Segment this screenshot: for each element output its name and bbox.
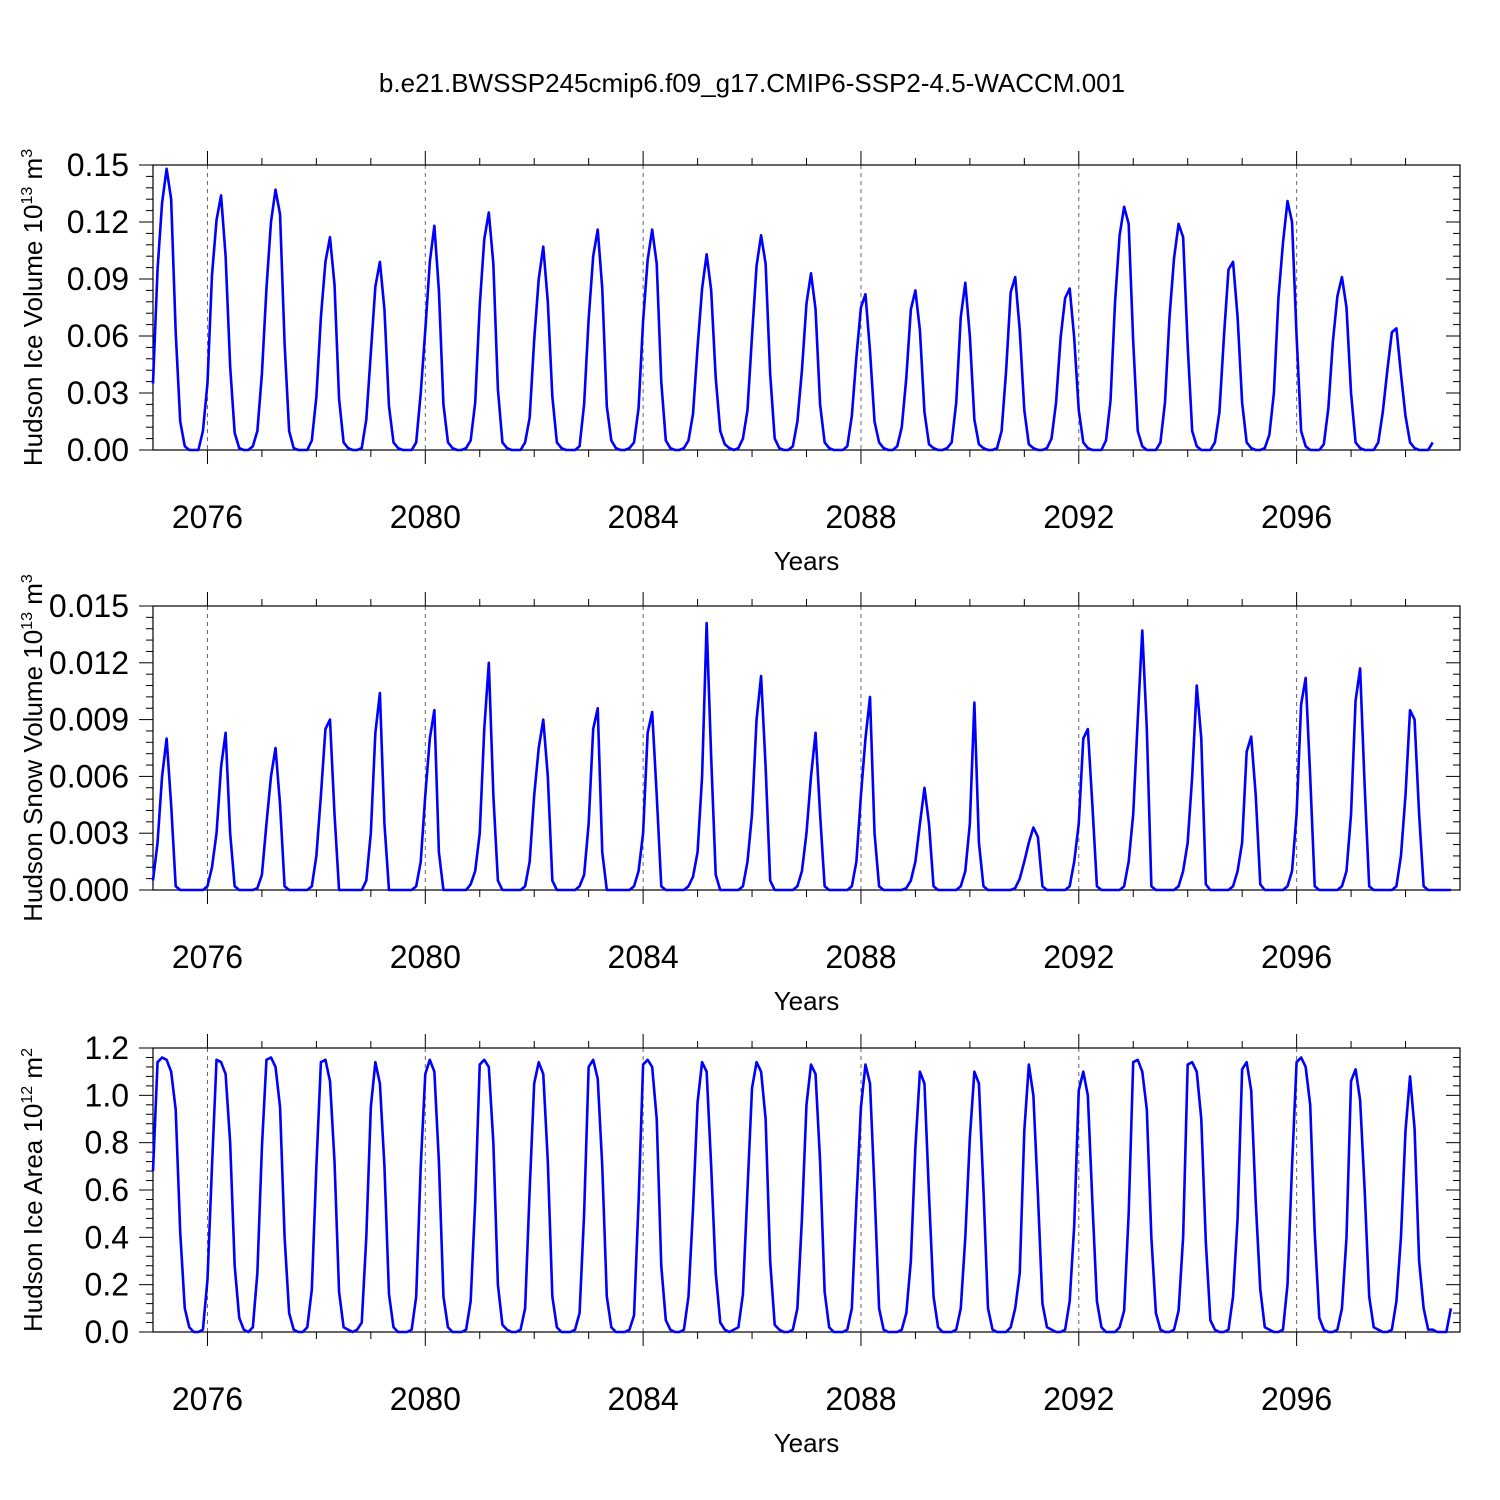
snow-volume-x-tick-label: 2092 xyxy=(1043,939,1114,975)
ice-area-x-tick-label: 2092 xyxy=(1043,1381,1114,1417)
ice-volume-x-tick-label: 2076 xyxy=(172,499,243,535)
snow-volume-y-tick-label: 0.006 xyxy=(49,758,129,794)
ice-volume-x-axis-label: Years xyxy=(774,546,840,576)
ice-area-y-tick-label: 0.6 xyxy=(85,1172,129,1208)
ice-area-y-tick-label: 0.2 xyxy=(85,1267,129,1303)
ice-area-y-tick-label: 1.2 xyxy=(85,1030,129,1066)
ice-volume-y-tick-label: 0.12 xyxy=(67,204,129,240)
snow-volume-y-tick-label: 0.015 xyxy=(49,588,129,624)
ice-area-y-tick-label: 0.4 xyxy=(85,1219,129,1255)
ice-volume-x-tick-label: 2096 xyxy=(1261,499,1332,535)
ice-area-y-tick-label: 0.0 xyxy=(85,1314,129,1350)
ice-area-x-tick-label: 2096 xyxy=(1261,1381,1332,1417)
ice-volume-x-tick-label: 2092 xyxy=(1043,499,1114,535)
snow-volume-x-tick-label: 2080 xyxy=(390,939,461,975)
snow-volume-plot-frame xyxy=(152,605,1461,891)
ice-volume-y-axis-label: Hudson Ice Volume 1013 m3 xyxy=(18,149,48,466)
snow-volume-x-axis-label: Years xyxy=(774,986,840,1016)
panel-ice-volume: 2076 2080 2084 2088 2092 2096 Years 0.00 0.03 0.0… xyxy=(18,147,1461,576)
ice-area-y-axis-label: Hudson Ice Area 1012 m2 xyxy=(18,1048,48,1332)
ice-volume-y-tick-label: 0.03 xyxy=(67,375,129,411)
ice-area-y-tick-label: 1.0 xyxy=(85,1077,129,1113)
ice-volume-series-line xyxy=(151,167,1434,452)
panel-snow-volume: 2076 2080 2084 2088 2092 2096 Years 0.000 0.003 0… xyxy=(18,574,1461,1016)
snow-volume-x-tick-label: 2096 xyxy=(1261,939,1332,975)
ice-area-series-line xyxy=(151,1056,1453,1334)
snow-volume-y-axis-label: Hudson Snow Volume 1013 m3 xyxy=(18,574,48,922)
ice-volume-y-tick-label: 0.09 xyxy=(67,261,129,297)
snow-volume-series-line xyxy=(151,621,1451,892)
ice-area-x-tick-label: 2080 xyxy=(390,1381,461,1417)
snow-volume-x-tick-label: 2084 xyxy=(608,939,679,975)
snow-volume-y-tick-label: 0.009 xyxy=(49,702,129,738)
snow-volume-y-tick-label: 0.003 xyxy=(49,815,129,851)
ice-area-y-tick-label: 0.8 xyxy=(85,1125,129,1161)
ice-volume-y-tick-label: 0.15 xyxy=(67,147,129,183)
panel-ice-area: 2076 2080 2084 2088 2092 2096 Years 0.0 0.2 0.4 0.… xyxy=(18,1030,1461,1458)
ice-area-x-tick-label: 2076 xyxy=(172,1381,243,1417)
ice-volume-x-tick-label: 2080 xyxy=(390,499,461,535)
ice-area-x-tick-label: 2084 xyxy=(608,1381,679,1417)
ice-volume-x-tick-label: 2088 xyxy=(825,499,896,535)
ice-volume-y-tick-label: 0.06 xyxy=(67,318,129,354)
ice-area-plot-frame xyxy=(152,1047,1461,1333)
ice-volume-y-tick-label: 0.00 xyxy=(67,432,129,468)
ice-area-x-axis-label: Years xyxy=(774,1428,840,1458)
snow-volume-y-tick-label: 0.000 xyxy=(49,872,129,908)
ice-area-x-tick-label: 2088 xyxy=(825,1381,896,1417)
snow-volume-x-tick-label: 2076 xyxy=(172,939,243,975)
figure-title: b.e21.BWSSP245cmip6.f09_g17.CMIP6-SSP2-4… xyxy=(379,68,1125,98)
ice-volume-x-tick-label: 2084 xyxy=(608,499,679,535)
snow-volume-x-tick-label: 2088 xyxy=(825,939,896,975)
snow-volume-y-tick-label: 0.012 xyxy=(49,645,129,681)
